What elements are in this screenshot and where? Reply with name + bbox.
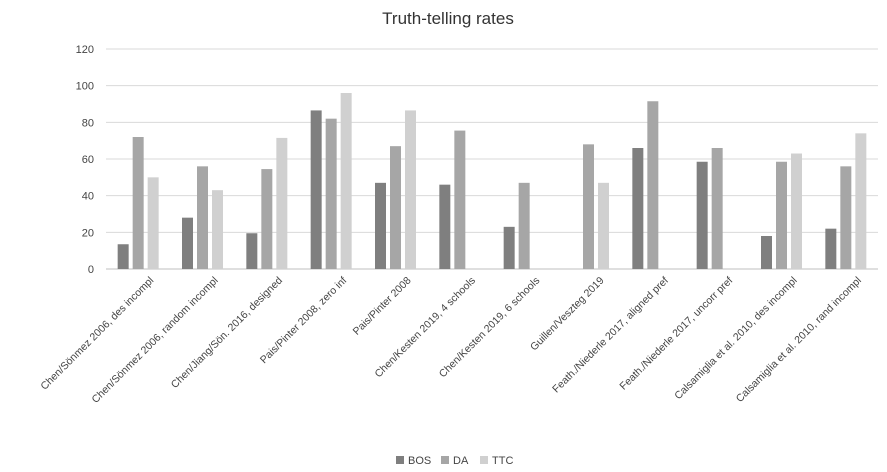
bar-da [647,101,659,269]
bar-ttc [405,110,416,270]
bar-bos [761,236,772,269]
y-tick-label: 0 [88,264,94,276]
x-category-label: Feath./Niederle 2017, aligned pref [550,275,671,396]
bar-da [132,137,144,269]
bar-ttc [791,153,802,269]
bar-da [454,130,466,269]
y-tick-label: 120 [76,44,94,56]
bars [117,93,867,270]
bar-bos [310,110,322,270]
bar-ttc [212,190,223,269]
bar-bos [503,226,515,269]
bar-da [261,169,273,269]
bar-bos [117,244,129,269]
x-category-label: Feath./Niederle 2017, uncorr pref [617,275,735,393]
y-tick-label: 80 [82,117,94,129]
bar-da [840,166,852,269]
bar-bos [246,233,258,269]
legend: BOS DA TTC [396,455,513,467]
chart-title: Truth-telling rates [382,9,514,28]
bar-bos [182,217,193,269]
bar-da [711,148,723,269]
bar-bos [825,228,837,269]
x-category-label: Calsamiglia et al. 2010, rand incompl [734,275,864,405]
gridlines [106,48,878,270]
bar-bos [375,182,386,269]
bar-ttc [147,177,159,269]
bar-ttc [276,137,288,269]
bar-ttc [340,93,352,269]
bar-da [390,146,401,269]
legend-label-bos: BOS [408,455,431,467]
bar-da [325,118,337,270]
x-category-label: Chen/Sönmez 2006, des incompl [38,275,156,393]
bar-da [776,161,787,269]
bar-da [518,182,530,269]
y-tick-label: 20 [82,227,94,239]
bar-da [197,166,208,269]
x-category-label: Calsamiglia et al. 2010, des incompl [672,275,799,402]
x-category-label: Chen/Jiang/Sön. 2016, designed [169,275,285,391]
legend-label-da: DA [453,455,469,467]
legend-swatch-ttc [480,456,488,464]
y-tick-label: 60 [82,154,94,166]
x-category-label: Chen/Sönmez 2006, random incompl [90,275,221,406]
x-axis-categories: Chen/Sönmez 2006, des incomplChen/Sönmez… [38,275,864,406]
bar-bos [696,161,708,269]
legend-swatch-da [441,456,449,464]
y-tick-label: 40 [82,191,94,203]
x-category-label: Pais/Pinter 2008 [351,275,414,338]
bar-bos [439,184,451,269]
legend-label-ttc: TTC [492,455,513,467]
bar-ttc [598,182,609,269]
y-tick-label: 100 [76,81,94,93]
y-axis-ticks: 0 20 40 60 80 100 120 [76,44,94,276]
bar-da [583,144,594,269]
bar-ttc [855,133,867,269]
bar-bos [632,148,644,269]
legend-swatch-bos [396,456,404,464]
